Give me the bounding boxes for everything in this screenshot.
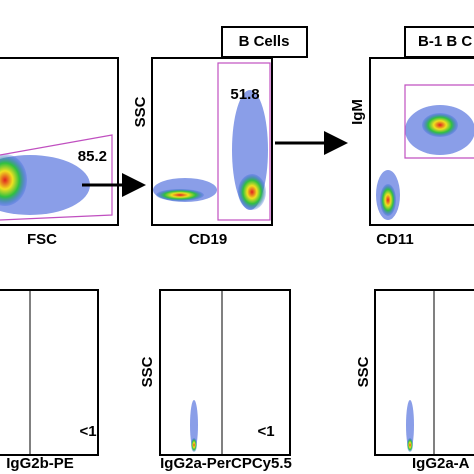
- x-label: IgG2b-PE: [6, 455, 74, 472]
- gate-value: <1: [257, 423, 274, 440]
- plot-frame: [374, 289, 474, 456]
- plot-frame: [159, 289, 291, 456]
- density-blob: [238, 174, 266, 210]
- x-label: IgG2a-A: [412, 455, 470, 472]
- scatter-cloud: [406, 400, 414, 450]
- density-blob: [380, 184, 396, 216]
- gate: [404, 84, 474, 159]
- y-label: IgM: [349, 99, 366, 125]
- y-label: SSC: [139, 356, 156, 387]
- gate: [217, 62, 271, 221]
- x-label: IgG2a-PerCPCy5.5: [160, 455, 292, 472]
- header-box: [404, 26, 474, 58]
- x-label: FSC: [27, 231, 57, 248]
- density-blob: [407, 438, 413, 452]
- density-blob: [0, 154, 27, 206]
- plot-frame: [0, 289, 99, 456]
- density-blob: [422, 113, 458, 137]
- density-blob: [191, 438, 197, 452]
- y-label: SSC: [132, 96, 149, 127]
- density-blob: [156, 189, 204, 201]
- y-label: SSC: [355, 356, 372, 387]
- gate: [0, 134, 113, 221]
- gate-value: 51.8: [230, 86, 259, 103]
- panel-header: B-1 B C: [418, 33, 472, 50]
- panel-header: B Cells: [239, 33, 290, 50]
- gate-value: <1: [79, 423, 96, 440]
- gate-value: 85.2: [78, 148, 107, 165]
- x-label: CD19: [189, 231, 227, 248]
- x-label: CD11: [376, 231, 414, 248]
- scatter-cloud: [190, 400, 198, 450]
